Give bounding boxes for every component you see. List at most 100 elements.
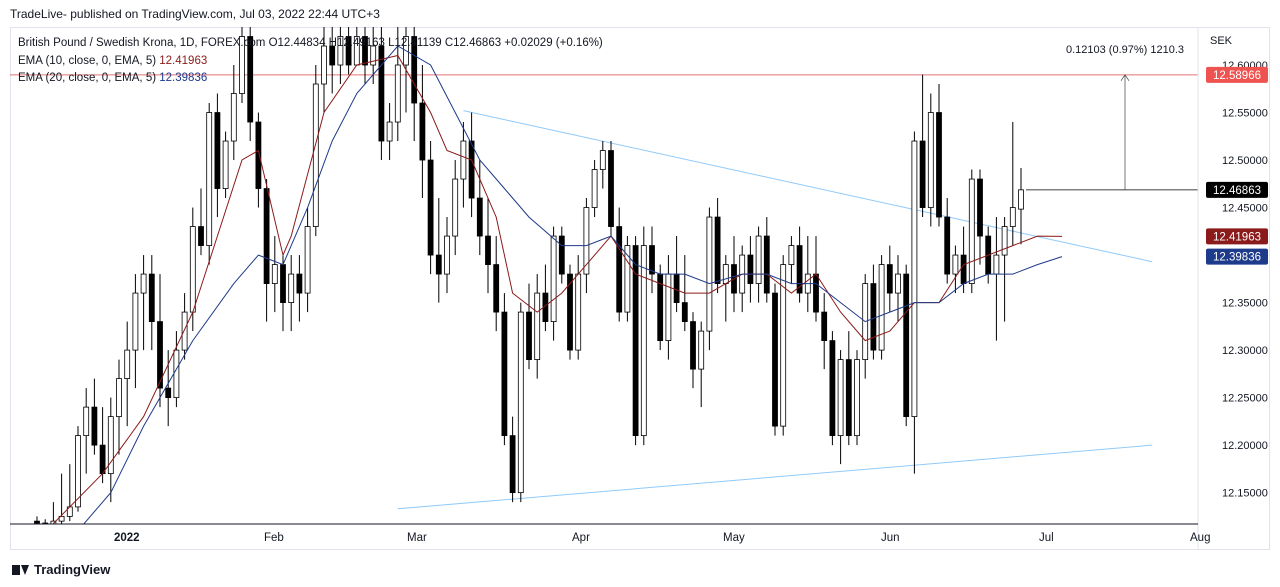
price-axis[interactable]: SEK12.6000012.5500012.5000012.4500012.40… (1197, 27, 1268, 550)
candle-body (239, 36, 245, 94)
y-tick-label: 12.50000 (1222, 155, 1268, 167)
candle-body (99, 444, 106, 475)
candle (780, 255, 787, 436)
candle (837, 350, 844, 465)
ema10-price-label-text: 12.41963 (1213, 231, 1261, 243)
candle (936, 84, 942, 227)
candle-body (681, 302, 688, 322)
candle (247, 27, 254, 142)
candle (329, 27, 336, 94)
measure-tool[interactable]: 0.12103 (0.97%) 1210.3 (1026, 44, 1198, 191)
candle-body (788, 245, 795, 265)
measure-label: 0.12103 (0.97%) 1210.3 (1066, 44, 1184, 56)
trendline-lower[interactable] (397, 444, 1153, 510)
candle (616, 207, 623, 322)
candle-body (444, 235, 450, 275)
candle-body (534, 292, 541, 361)
candle (42, 519, 49, 524)
legend-symbol[interactable]: British Pound / Swedish Krona, 1D, FOREX… (18, 37, 266, 49)
measure-arrow-head (1120, 74, 1130, 82)
candle (304, 207, 311, 313)
tradingview-brand: TradingView (34, 562, 111, 577)
candle (739, 245, 746, 313)
candle-body (936, 112, 942, 218)
candle (944, 198, 951, 284)
candle-body (616, 226, 623, 313)
candle-body (854, 359, 860, 437)
y-tick-label: 12.15000 (1222, 488, 1268, 500)
candle-body (755, 235, 762, 284)
candle (772, 283, 778, 436)
candle-body (345, 36, 352, 66)
candle (903, 264, 910, 427)
candle (575, 255, 582, 360)
candle (468, 112, 475, 218)
last-price-label-bg (1206, 181, 1268, 198)
candle-body (116, 378, 122, 418)
candle-body (845, 359, 852, 437)
legend-ema20-value: 12.39836 (159, 72, 208, 84)
tradingview-logo-icon (12, 564, 30, 575)
legend-ema10-label[interactable]: EMA (10, close, 0, EMA, 5) (18, 54, 157, 67)
candle (280, 255, 286, 332)
ema20-line (83, 45, 1063, 524)
candle-body (780, 264, 787, 427)
candle-body (230, 93, 237, 142)
candle-body (157, 321, 163, 389)
candles[interactable] (34, 27, 1024, 531)
candle-body (665, 273, 672, 341)
ema20-price-label-bg (1206, 248, 1268, 265)
candle-body (575, 273, 582, 351)
candle (870, 264, 877, 360)
candle (124, 321, 131, 427)
time-axis[interactable]: 2022 Feb Mar Apr May Jun Jul Aug (10, 523, 1210, 544)
candlestick-chart[interactable]: 0.12103 (0.97%) 1210.3 SEK12.6000012.550… (10, 27, 1270, 550)
candle (386, 103, 393, 161)
candle (657, 264, 664, 351)
candle-body (280, 264, 286, 303)
candle-body (435, 254, 442, 275)
candle-body (1001, 226, 1008, 256)
candle (263, 179, 270, 322)
y-tick-label: 12.25000 (1222, 393, 1268, 405)
candle-body (419, 102, 426, 161)
candle-body (452, 178, 459, 237)
candle (804, 236, 811, 313)
ema-lines (52, 45, 1063, 524)
candle-body (148, 273, 155, 322)
candle-body (993, 254, 1000, 275)
candle-body (509, 435, 516, 494)
candle (731, 236, 737, 313)
candle-body (649, 245, 655, 275)
ema20-price-label-text: 12.39836 (1213, 252, 1261, 264)
candle-body (329, 45, 336, 66)
candle-body (714, 216, 721, 284)
legend-ema20-label[interactable]: EMA (20, close, 0, EMA, 5) (18, 72, 157, 84)
candle-body (91, 406, 98, 446)
candle-body (944, 216, 951, 275)
candle-body (763, 235, 770, 294)
candle (271, 236, 278, 313)
candle (977, 169, 983, 265)
candle (493, 236, 500, 332)
candle-body (837, 359, 844, 437)
chart-panel[interactable] (10, 27, 1270, 550)
candle (66, 464, 73, 522)
last-price-label-text: 12.46863 (1213, 185, 1261, 197)
candle-body (977, 178, 983, 237)
candle (788, 236, 795, 284)
candle (649, 226, 655, 294)
ema10-price-label-bg (1206, 228, 1268, 245)
candle (75, 426, 81, 512)
candle (460, 122, 467, 208)
legend-ema20-row: EMA (20, close, 0, EMA, 5) 12.39836 (18, 70, 603, 88)
candle (148, 255, 155, 351)
candle (919, 74, 926, 218)
candle (116, 359, 122, 455)
x-tick-label: Aug (1190, 532, 1210, 544)
x-tick-label: Jun (881, 532, 900, 544)
chart-legend: British Pound / Swedish Krona, 1D, FOREX… (18, 35, 603, 88)
tradingview-footer[interactable]: TradingView (12, 562, 110, 577)
candle (878, 255, 885, 360)
candle (813, 236, 819, 322)
